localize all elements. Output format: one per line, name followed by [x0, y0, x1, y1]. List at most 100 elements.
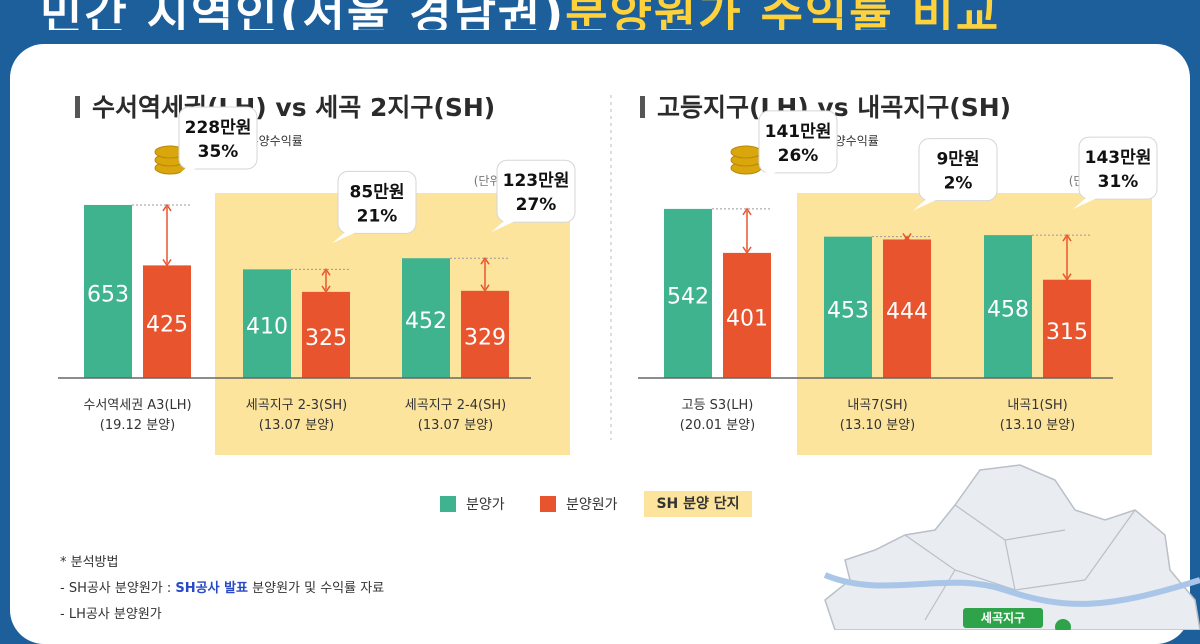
chart1-value-cost: 329	[464, 325, 506, 350]
chart2-callout-bubble	[1078, 136, 1158, 200]
chart2-diff-arrow-head	[1062, 233, 1072, 242]
chart1-value-cost: 325	[305, 326, 347, 351]
chart1-category-label: 세곡지구 2-4(SH)	[405, 398, 506, 413]
map-label-segok: 세곡지구	[981, 610, 1025, 625]
chart2-callout-bubble	[918, 138, 998, 202]
method-line1-suffix: 분양원가 및 수익률 자료	[252, 581, 385, 596]
chart1-callout-bubble	[496, 159, 576, 223]
chart2-callout-amount: 9만원	[936, 150, 979, 170]
chart2-bar-cost	[883, 239, 931, 378]
chart1-value-price: 653	[87, 282, 129, 307]
page-title-yellow: 분양원가 수익률 비교	[565, 0, 1001, 30]
method-line1-prefix: - SH공사 분양원가 :	[60, 581, 172, 596]
legend-price: 분양가	[440, 494, 505, 514]
chart1-bar-cost	[461, 290, 509, 378]
chart2-diff-arrow-head	[742, 246, 752, 255]
legend-cost-label: 분양원가	[566, 497, 618, 513]
chart2-category-date: (20.01 분양)	[680, 418, 755, 433]
chart2-callout-pct: 26%	[778, 146, 819, 166]
chart1-diff-arrow-head	[321, 285, 331, 294]
chart1-bar-price	[84, 204, 132, 378]
chart1-callout-amount: 85만원	[350, 182, 405, 202]
chart1-diff-arrow-head	[162, 258, 172, 267]
chart1-diff-arrow-head	[480, 284, 490, 293]
chart1-callout-amount: 228만원	[185, 118, 252, 138]
left-chart-title: 수서역세권(LH) vs 세곡 2지구(SH)	[75, 88, 495, 124]
chart2-callout-amount: 141만원	[765, 122, 832, 142]
chart2-bar-price	[664, 208, 712, 378]
chart2-callout-pct: 2%	[944, 174, 973, 194]
chart2-bar-price	[824, 236, 872, 378]
legend-cost: 분양원가	[540, 494, 618, 514]
chart1-callout-bubble	[337, 170, 417, 234]
method-line2: - LH공사 분양원가	[60, 607, 162, 622]
chart2-coin-icon	[730, 145, 762, 159]
chart2-diff-arrow-head	[902, 235, 912, 244]
page-title: 민간 지역인(서울 경남권)분양원가 수익률 비교	[40, 0, 1170, 30]
chart1-diff-arrow-head	[321, 267, 331, 276]
chart1-callout-pct: 21%	[357, 206, 398, 226]
chart2-callout-bubble	[758, 110, 838, 174]
chart1-bar-price	[402, 258, 450, 378]
chart1-bar-cost	[143, 265, 191, 378]
chart2-diff-arrow-head	[902, 233, 912, 241]
title-marker	[640, 96, 645, 118]
method-note: * 분석방법 - SH공사 분양원가 : SH공사 발표 분양원가 및 수익률 …	[60, 550, 384, 628]
chart2-value-cost: 315	[1046, 320, 1088, 345]
method-line1: - SH공사 분양원가 : SH공사 발표 분양원가 및 수익률 자료	[60, 576, 384, 602]
left-chart-title-text: 수서역세권(LH) vs 세곡 2지구(SH)	[92, 93, 496, 122]
chart1-bar-price	[243, 269, 291, 378]
chart2-value-price: 453	[827, 298, 869, 323]
chart2-category-date: (13.10 분양)	[1000, 418, 1075, 433]
chart1-callout-amount: 123만원	[503, 171, 570, 191]
chart2-callout-amount: 143만원	[1085, 148, 1152, 168]
legend-price-label: 분양가	[466, 497, 505, 513]
chart2-value-price: 458	[987, 298, 1029, 323]
chart1-value-cost: 425	[146, 313, 188, 338]
chart2-callout-tail	[753, 170, 779, 183]
chart2-diff-arrow-head	[742, 207, 752, 216]
method-line1-blue: SH공사 발표	[175, 581, 249, 596]
chart2-callout-tail	[1073, 197, 1099, 210]
chart2-diff-arrow-head	[1062, 273, 1072, 282]
chart1-callout-tail	[173, 166, 199, 179]
chart1-callout-bubble	[178, 106, 258, 170]
map-district-shape	[824, 464, 1200, 630]
method-title: * 분석방법	[60, 555, 119, 570]
chart1-callout-pct: 27%	[516, 195, 557, 215]
chart2-bar-price	[984, 235, 1032, 378]
chart2-callout-pct: 31%	[1098, 172, 1139, 192]
map-district-lines	[904, 504, 1136, 621]
legend-sh-label: SH 분양 단지	[644, 491, 752, 517]
chart2-category-label: 내곡1(SH)	[1007, 398, 1067, 413]
chart1-category-date: (13.07 분양)	[259, 418, 334, 433]
chart1-callout-tail	[491, 220, 517, 233]
page-title-white: 민간 지역인(서울 경남권)	[40, 0, 566, 30]
chart1-category-label: 수서역세권 A3(LH)	[83, 398, 191, 413]
chart1-bar-cost	[302, 291, 350, 378]
chart2-bar-cost	[1043, 279, 1091, 378]
chart1-category-label: 세곡지구 2-3(SH)	[246, 398, 347, 413]
chart2-category-label: 고등 S3(LH)	[682, 398, 754, 413]
title-marker	[75, 96, 80, 118]
chart2-category-date: (13.10 분양)	[840, 418, 915, 433]
seoul-map: 세곡지구	[823, 464, 1200, 630]
chart1-diff-arrow-head	[480, 256, 490, 265]
chart1-category-date: (19.12 분양)	[100, 418, 175, 433]
map-label-box	[963, 608, 1043, 628]
chart2-callout-tail	[913, 198, 939, 211]
chart2-value-price: 542	[667, 284, 709, 309]
map-marker	[1055, 619, 1071, 630]
chart1-category-date: (13.07 분양)	[418, 418, 493, 433]
charts-svg: (단위 : 만원/㎡)분양수익 · 분양수익률653425228만원35%수서역…	[58, 95, 1158, 455]
legend-price-swatch	[440, 496, 456, 512]
chart2-value-cost: 444	[886, 300, 928, 325]
chart2-category-label: 내곡7(SH)	[847, 398, 907, 413]
chart2-bar-cost	[723, 252, 771, 378]
chart1-value-price: 410	[246, 315, 288, 340]
chart2-value-cost: 401	[726, 306, 768, 331]
chart1-callout-tail	[332, 231, 358, 244]
map-river	[823, 572, 1200, 607]
chart1-callout-pct: 35%	[198, 142, 239, 162]
legend-cost-swatch	[540, 496, 556, 512]
